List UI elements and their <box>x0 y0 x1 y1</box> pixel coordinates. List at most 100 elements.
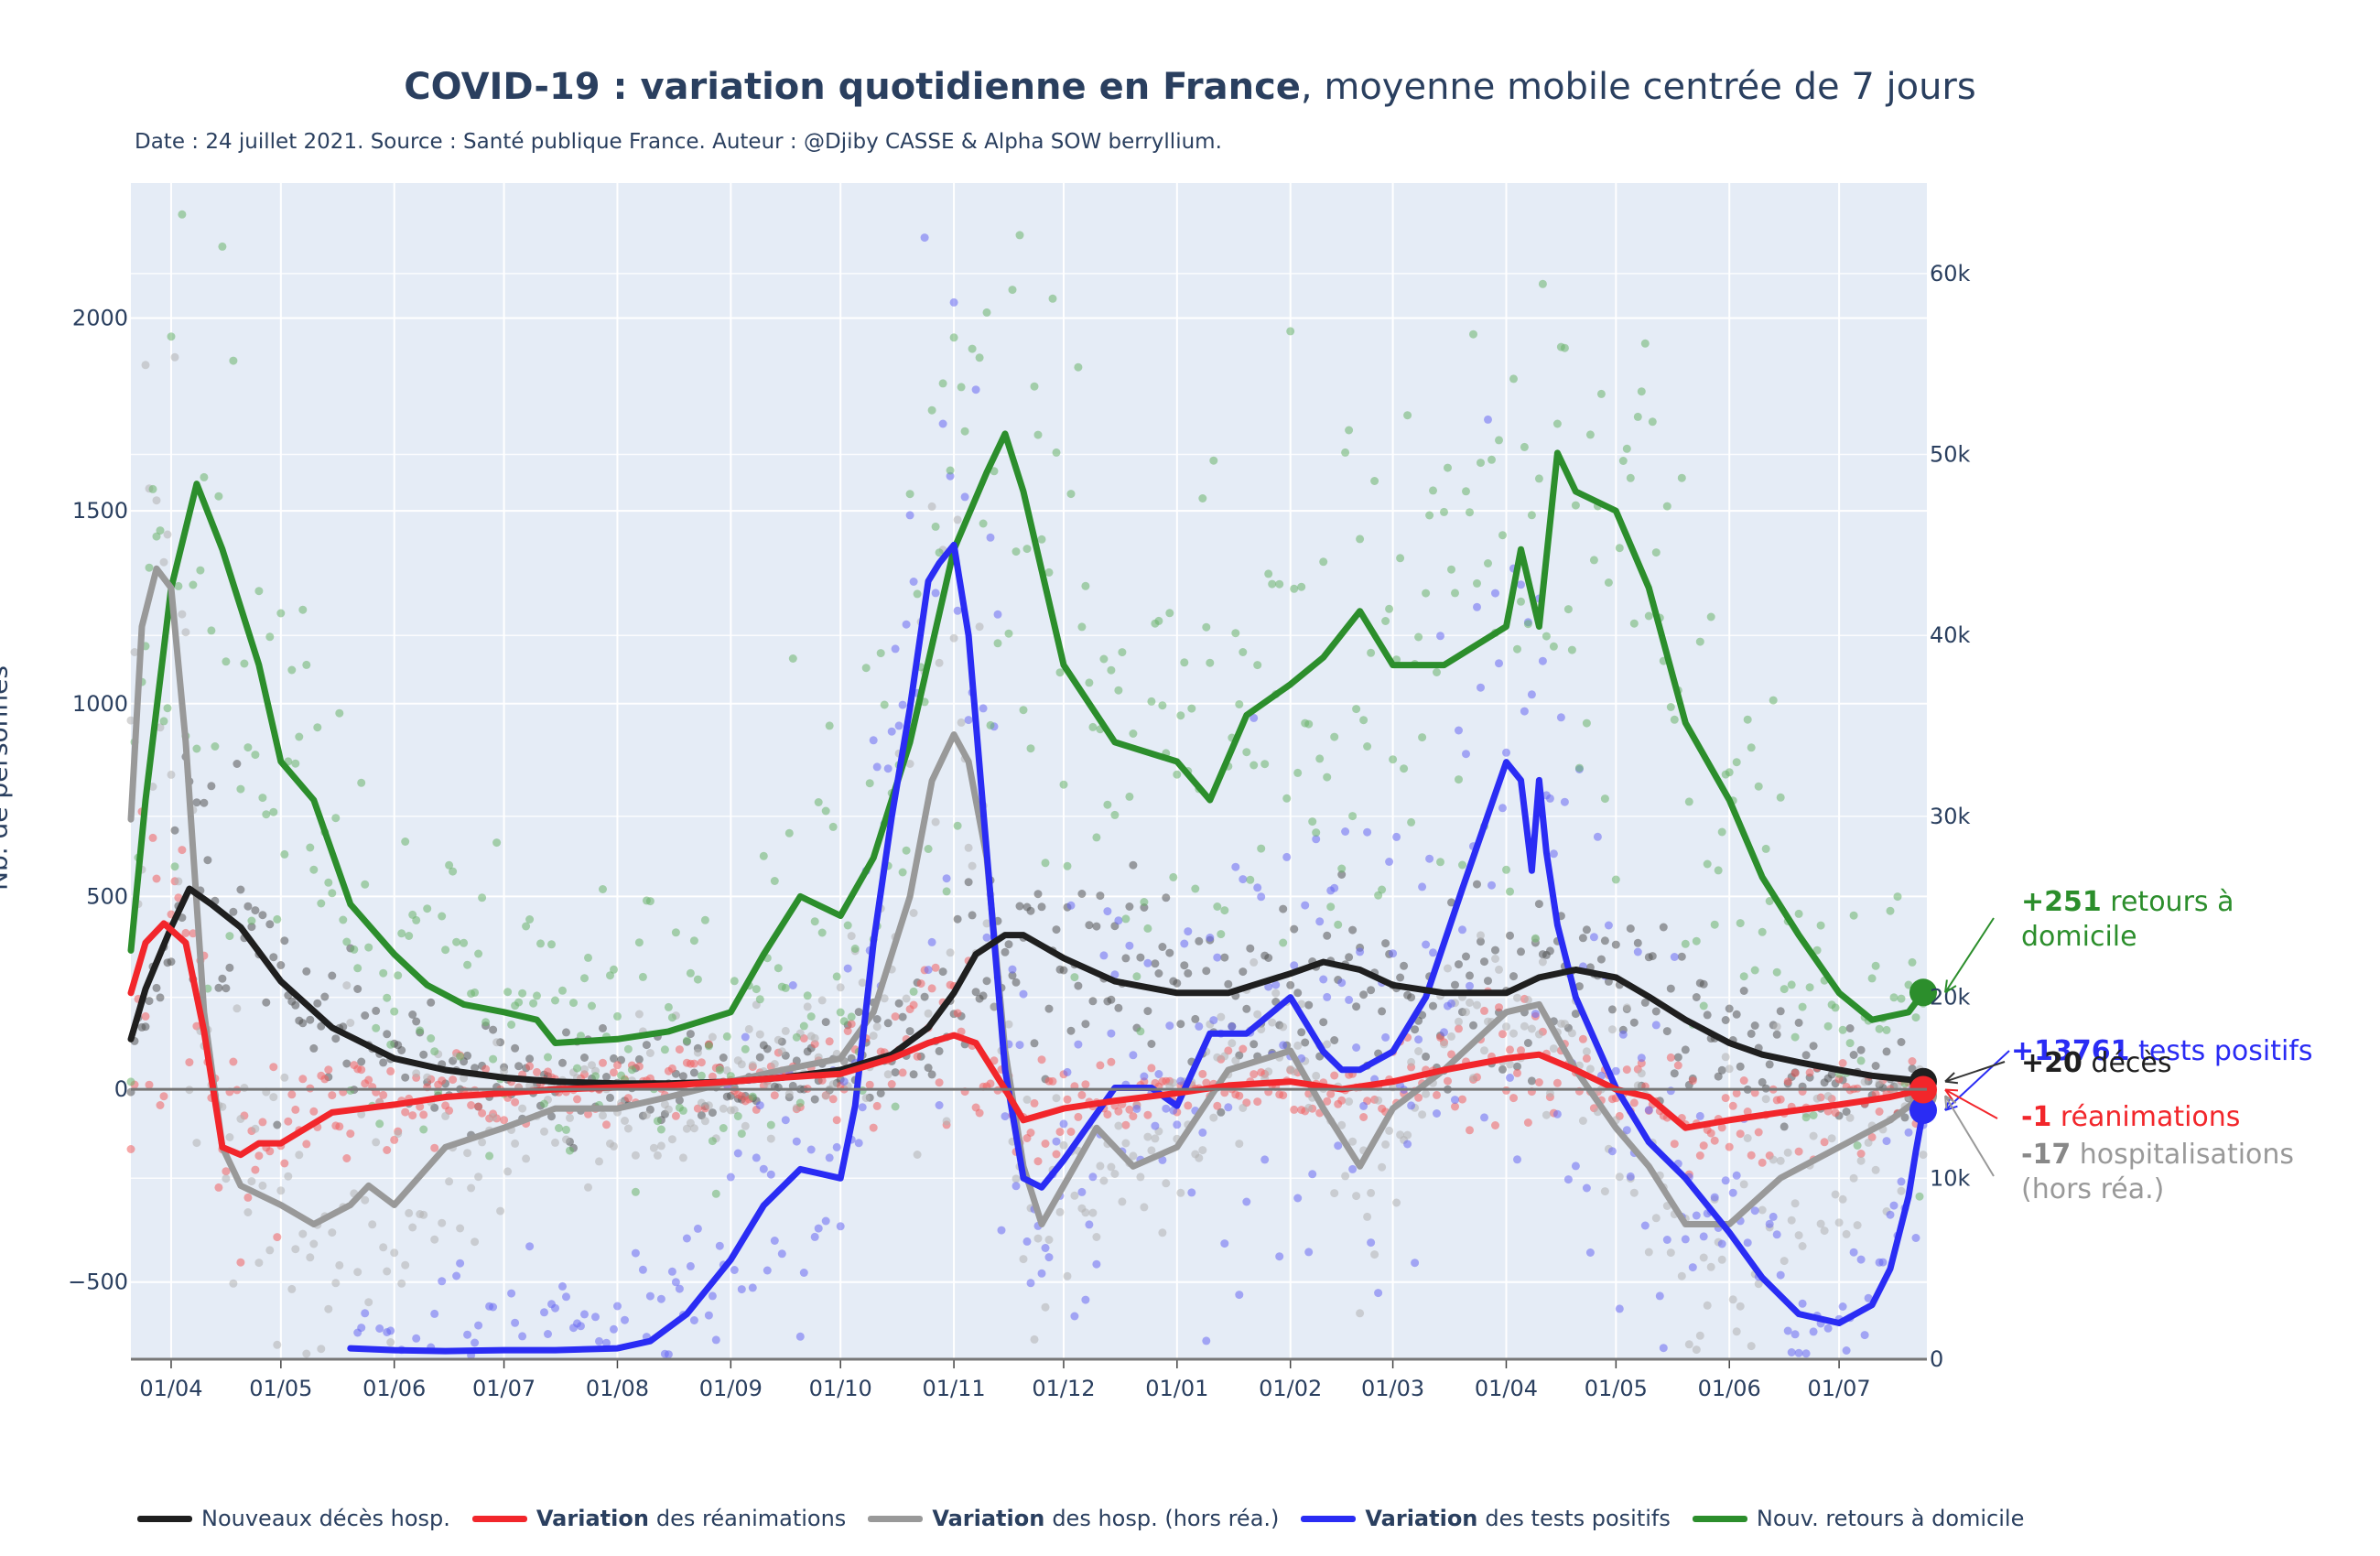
daily-point <box>562 1292 570 1302</box>
daily-point <box>715 1065 724 1075</box>
daily-point <box>730 1106 739 1115</box>
daily-point <box>1703 859 1712 869</box>
daily-point <box>551 1138 559 1147</box>
daily-point <box>1264 569 1273 578</box>
daily-point <box>1484 415 1492 424</box>
daily-point <box>1750 1021 1759 1030</box>
daily-point <box>1758 1158 1767 1167</box>
daily-point <box>383 1146 392 1154</box>
daily-point <box>1513 1068 1521 1077</box>
daily-point <box>1015 231 1024 240</box>
daily-point <box>1761 1095 1770 1104</box>
daily-point <box>913 1151 922 1159</box>
daily-point <box>500 1066 509 1075</box>
daily-point <box>1545 794 1554 803</box>
daily-point <box>656 1294 665 1303</box>
daily-point <box>821 806 830 816</box>
daily-point <box>1567 645 1576 654</box>
daily-point <box>1758 1077 1767 1086</box>
daily-point <box>192 744 201 753</box>
legend-item[interactable]: Variation des tests positifs <box>1301 1506 1671 1531</box>
legend-item[interactable]: Variation des hosp. (hors réa.) <box>868 1506 1279 1531</box>
daily-point <box>262 810 271 819</box>
daily-point <box>1378 1007 1387 1016</box>
daily-point <box>825 1153 834 1162</box>
daily-point <box>1776 1156 1785 1165</box>
legend-item[interactable]: Nouv. retours à domicile <box>1692 1506 2024 1531</box>
daily-point <box>642 1041 651 1050</box>
daily-point <box>1765 897 1774 905</box>
daily-point <box>803 1002 812 1011</box>
daily-point <box>471 1338 480 1347</box>
daily-point <box>1681 1045 1690 1054</box>
daily-point <box>1502 1022 1510 1032</box>
daily-point <box>1549 849 1558 859</box>
daily-point <box>1444 1076 1452 1086</box>
annotation-arrowhead <box>1944 979 1957 994</box>
daily-point <box>1264 982 1273 991</box>
daily-point <box>471 988 480 997</box>
daily-point <box>236 885 245 894</box>
daily-point <box>986 533 995 542</box>
daily-point <box>869 1032 878 1041</box>
daily-point <box>1714 1072 1723 1081</box>
daily-point <box>920 992 929 1001</box>
daily-point <box>693 1224 702 1233</box>
legend-item[interactable]: Nouveaux décès hosp. <box>137 1506 450 1531</box>
daily-point <box>942 874 951 883</box>
daily-point <box>623 1044 633 1054</box>
daily-point <box>810 1232 819 1241</box>
daily-point <box>1297 582 1306 591</box>
daily-point <box>467 1101 476 1109</box>
daily-point <box>1198 494 1207 502</box>
daily-point <box>163 530 172 539</box>
daily-point <box>1805 983 1814 992</box>
daily-point <box>1677 952 1686 961</box>
daily-point <box>1607 1005 1617 1014</box>
daily-point <box>931 817 940 827</box>
daily-point <box>1798 1002 1807 1011</box>
daily-point <box>671 1278 680 1287</box>
daily-point <box>748 1061 757 1070</box>
daily-point <box>1367 648 1376 657</box>
daily-point <box>1224 1103 1233 1112</box>
daily-point <box>397 1279 406 1288</box>
daily-point <box>667 1267 676 1276</box>
daily-point <box>1853 1221 1862 1230</box>
daily-point <box>1772 1030 1781 1039</box>
daily-point <box>192 1139 201 1148</box>
daily-point <box>383 993 392 1002</box>
legend-label-bold: Variation <box>536 1506 649 1531</box>
daily-point <box>1520 1021 1529 1031</box>
daily-point <box>416 1102 425 1111</box>
daily-point <box>540 1127 548 1136</box>
daily-point <box>898 1068 907 1077</box>
legend-item[interactable]: Variation des réanimations <box>471 1506 846 1531</box>
daily-point <box>156 1101 165 1109</box>
daily-point <box>126 1145 135 1153</box>
daily-point <box>1114 916 1123 925</box>
daily-point <box>946 466 955 475</box>
daily-point <box>1560 797 1569 806</box>
daily-point <box>346 1129 355 1139</box>
daily-point <box>1816 921 1825 930</box>
daily-point <box>1637 1054 1646 1063</box>
daily-point <box>1626 473 1635 482</box>
daily-point <box>328 971 337 980</box>
daily-point <box>1239 875 1248 884</box>
daily-point <box>1359 1101 1368 1110</box>
daily-point <box>236 1258 245 1267</box>
daily-point <box>1165 948 1174 957</box>
daily-point <box>638 1265 647 1274</box>
daily-point <box>1498 804 1507 813</box>
daily-point <box>1220 906 1229 915</box>
daily-point <box>1323 1097 1332 1106</box>
daily-point <box>1644 1248 1653 1257</box>
daily-point <box>1312 1071 1321 1080</box>
daily-point <box>697 1058 706 1067</box>
daily-point <box>814 798 823 806</box>
daily-point <box>1480 1113 1488 1122</box>
daily-point <box>660 1045 669 1054</box>
daily-point <box>1582 1183 1591 1193</box>
daily-point <box>1831 1003 1840 1012</box>
